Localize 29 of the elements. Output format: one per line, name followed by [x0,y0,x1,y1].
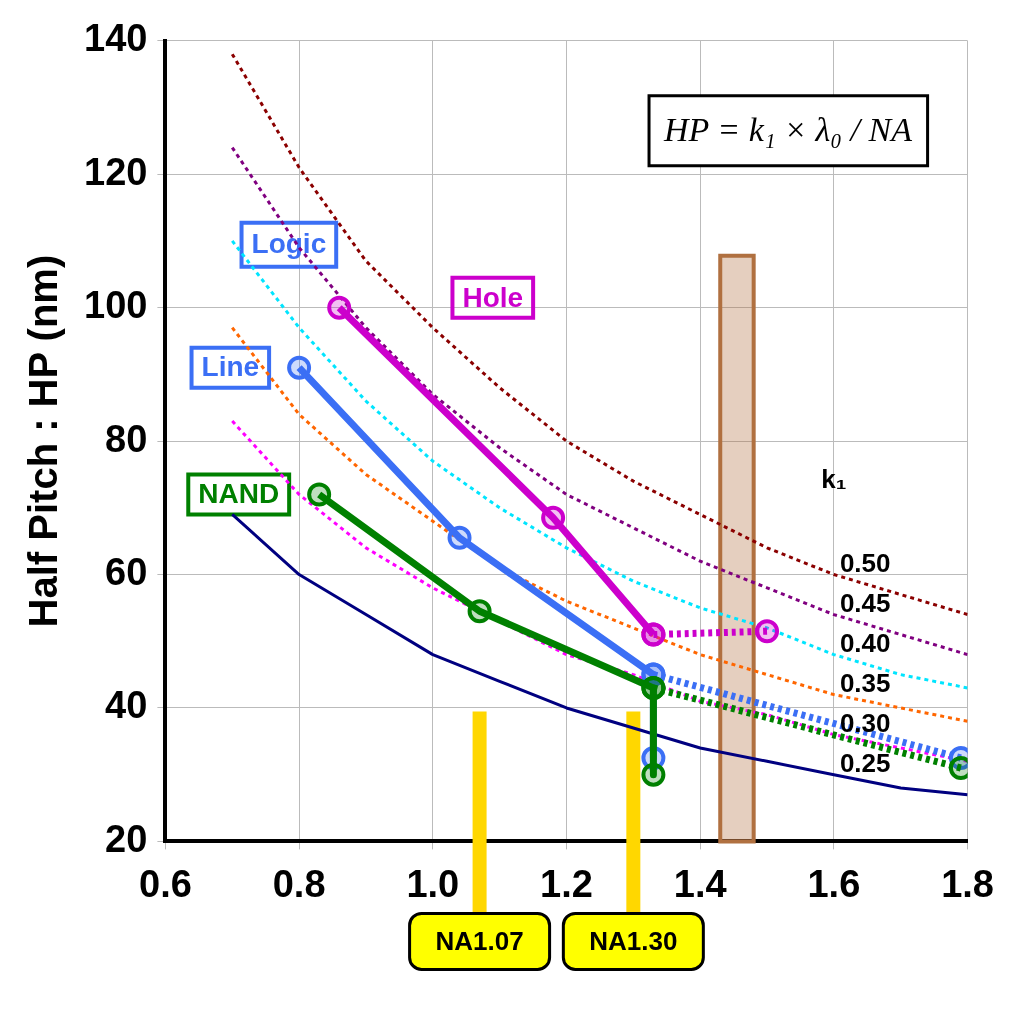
series-label: 0.40 [839,627,891,658]
y-tick-label: 60 [105,551,148,594]
y-tick-label: 120 [84,150,148,193]
x-tick-label: 0.8 [272,862,326,905]
y-tick-label: 40 [105,684,148,727]
ref-line-label: NA1.30 [589,925,678,956]
y-tick-label: 140 [84,17,148,60]
annotation: HP = k₁ × λ₀ / NA [663,110,913,148]
series-label: 0.45 [839,587,891,618]
series-label: 0.25 [839,747,891,778]
y-axis-title: Half Pitch : HP (nm) [21,254,66,628]
x-tick-label: 1.2 [540,862,593,905]
annotation: Logic [251,228,327,260]
x-tick-label: 0.6 [138,862,192,905]
series-label: 0.35 [839,667,891,698]
x-tick-label: 1.6 [807,862,861,905]
legend-title: k₁ [821,464,847,495]
series-label: 0.30 [839,707,891,738]
x-tick-label: 1.8 [941,862,994,905]
y-tick-label: 80 [105,417,148,460]
y-tick-label: 20 [105,817,148,860]
x-tick-label: 1.4 [673,862,727,905]
series-label: NAND [198,478,280,510]
y-tick-label: 100 [84,284,148,327]
series-label: Line [201,351,260,383]
series-label: 0.50 [839,547,891,578]
ref-line-label: NA1.07 [435,925,524,956]
x-tick-label: 1.0 [406,862,460,905]
text: Hole [462,281,524,313]
